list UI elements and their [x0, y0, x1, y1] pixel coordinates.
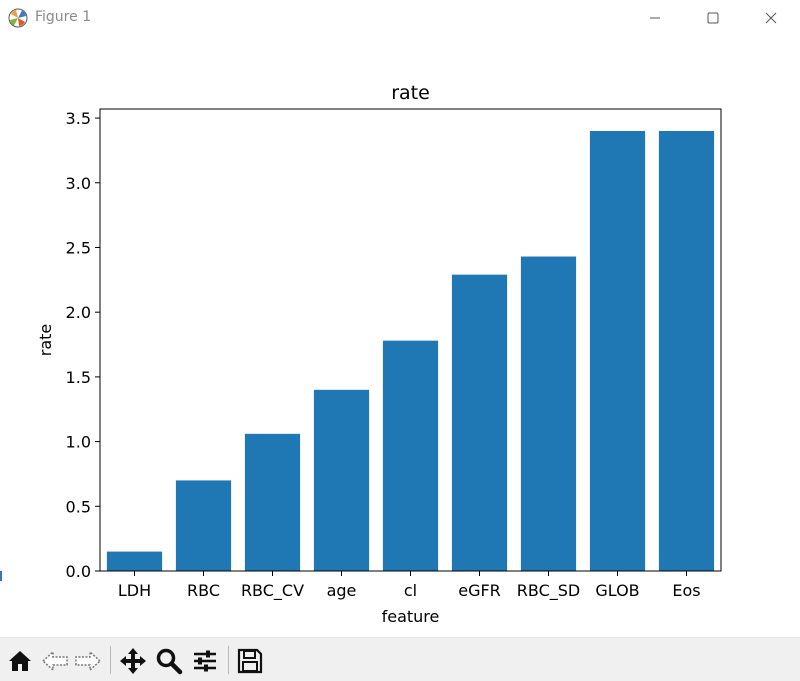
- bars-group: [106, 131, 715, 571]
- x-tick-label: GLOB: [595, 581, 639, 600]
- window-title: Figure 1: [35, 9, 92, 25]
- pan-button[interactable]: [118, 646, 148, 676]
- x-axis-ticks: LDH RBC RBC_CV age cl eGFR RBC_SD GLOB Eos: [118, 571, 701, 601]
- figure-canvas: 0.0 0.5 1.0 1.5 2.0 2.5 3.0 3.5 LDH RBC RBC_CV age…: [0, 36, 800, 636]
- x-tick-label: RBC_CV: [241, 581, 304, 601]
- back-button[interactable]: [40, 646, 70, 676]
- bar-RBC: [175, 480, 232, 571]
- bar-age: [313, 389, 370, 571]
- y-tick-label: 1.5: [66, 368, 91, 387]
- y-axis-label: rate: [36, 324, 55, 357]
- navigation-toolbar: [0, 637, 800, 681]
- y-axis-ticks: 0.0 0.5 1.0 1.5 2.0 2.5 3.0 3.5: [66, 109, 100, 581]
- zoom-button[interactable]: [154, 646, 184, 676]
- y-tick-label: 3.0: [66, 174, 91, 193]
- minimize-icon: [650, 17, 660, 19]
- home-button[interactable]: [5, 646, 35, 676]
- save-icon: [237, 648, 263, 674]
- back-icon: [41, 650, 68, 672]
- save-button[interactable]: [235, 646, 265, 676]
- window-titlebar: Figure 1: [0, 0, 800, 36]
- bar-eGFR: [451, 274, 508, 571]
- chart-title: rate: [391, 82, 430, 104]
- configure-subplots-icon: [194, 650, 216, 672]
- maximize-icon: [707, 12, 719, 24]
- close-icon: [765, 12, 777, 24]
- bar-Eos: [658, 131, 715, 571]
- bar-RBC_CV: [244, 433, 301, 571]
- x-tick-label: RBC: [187, 581, 220, 600]
- x-tick-label: LDH: [118, 581, 151, 600]
- configure-subplots-button[interactable]: [190, 646, 220, 676]
- x-tick-label: RBC_SD: [517, 581, 580, 601]
- y-tick-label: 3.5: [66, 109, 91, 128]
- x-tick-label: age: [327, 581, 357, 600]
- x-tick-label: Eos: [672, 581, 700, 600]
- y-tick-label: 0.0: [66, 562, 91, 581]
- toolbar-separator: [228, 646, 229, 674]
- forward-icon: [75, 650, 102, 672]
- y-tick-label: 2.0: [66, 303, 91, 322]
- y-tick-label: 2.5: [66, 238, 91, 257]
- bar-RBC_SD: [520, 256, 577, 571]
- toolbar-separator: [110, 646, 111, 674]
- x-tick-label: eGFR: [458, 581, 501, 600]
- x-axis-label: feature: [382, 607, 440, 626]
- x-tick-label: cl: [404, 581, 417, 600]
- minimize-button[interactable]: [632, 0, 678, 36]
- close-button[interactable]: [748, 0, 794, 36]
- maximize-button[interactable]: [690, 0, 736, 36]
- zoom-icon: [156, 648, 183, 675]
- y-tick-label: 1.0: [66, 433, 91, 452]
- bar-LDH: [106, 551, 163, 571]
- y-tick-label: 0.5: [66, 497, 91, 516]
- axes-frame: [99, 108, 722, 572]
- window-edge-marker: [0, 571, 2, 581]
- matplotlib-icon: [8, 8, 28, 28]
- home-icon: [9, 651, 31, 671]
- forward-button[interactable]: [73, 646, 103, 676]
- pan-icon: [120, 648, 146, 674]
- bar-cl: [382, 340, 439, 571]
- bar-chart: 0.0 0.5 1.0 1.5 2.0 2.5 3.0 3.5 LDH RBC RBC_CV age…: [36, 82, 722, 626]
- bar-GLOB: [589, 131, 646, 571]
